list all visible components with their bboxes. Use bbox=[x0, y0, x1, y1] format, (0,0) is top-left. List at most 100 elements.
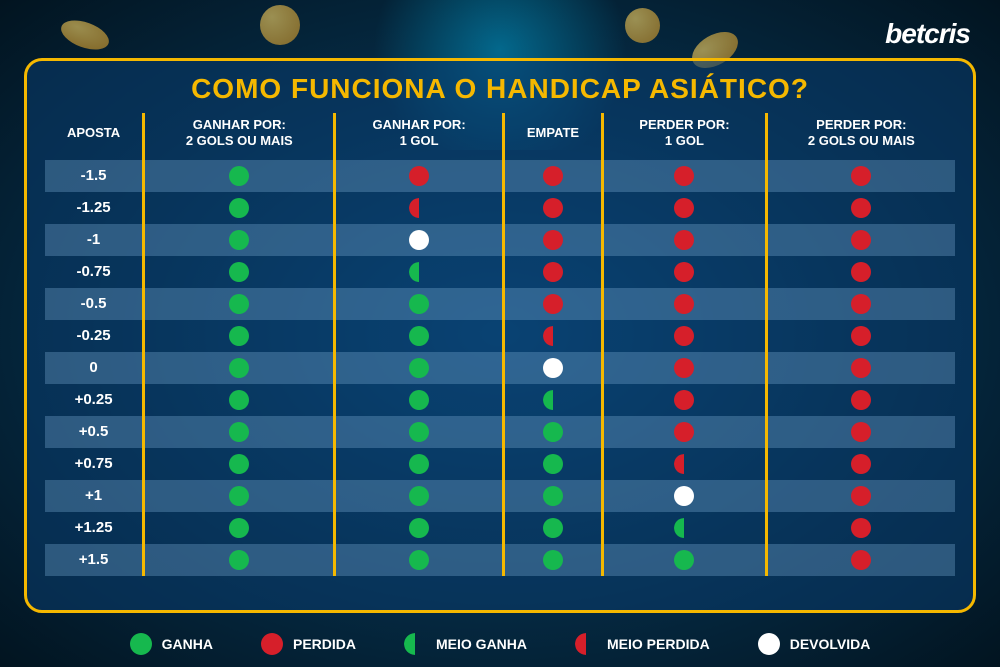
legend-label: MEIO GANHA bbox=[436, 636, 527, 652]
lose-icon bbox=[851, 166, 871, 186]
table-row: -1.5 bbox=[45, 160, 955, 192]
lose-icon bbox=[674, 422, 694, 442]
lose-icon bbox=[851, 198, 871, 218]
outcome-cell bbox=[766, 448, 955, 480]
bet-cell: -1 bbox=[45, 224, 144, 256]
win-icon bbox=[409, 518, 429, 538]
lose-icon bbox=[543, 230, 563, 250]
outcome-cell bbox=[144, 256, 335, 288]
lose-icon bbox=[674, 358, 694, 378]
outcome-cell bbox=[603, 416, 766, 448]
push-icon bbox=[543, 358, 563, 378]
lose-icon bbox=[851, 294, 871, 314]
table-row: +0.5 bbox=[45, 416, 955, 448]
outcome-cell bbox=[335, 448, 503, 480]
table-row: +0.75 bbox=[45, 448, 955, 480]
legend-item: PERDIDA bbox=[261, 633, 356, 655]
outcome-cell bbox=[335, 416, 503, 448]
win-icon bbox=[229, 326, 249, 346]
lose-icon bbox=[543, 262, 563, 282]
coin-decor bbox=[57, 15, 113, 56]
outcome-cell bbox=[766, 416, 955, 448]
lose-icon bbox=[674, 166, 694, 186]
outcome-cell bbox=[335, 512, 503, 544]
win-icon bbox=[130, 633, 152, 655]
outcome-cell bbox=[603, 544, 766, 576]
outcome-cell bbox=[144, 320, 335, 352]
win-icon bbox=[543, 518, 563, 538]
outcome-cell bbox=[766, 352, 955, 384]
win-icon bbox=[409, 422, 429, 442]
table-row: -0.5 bbox=[45, 288, 955, 320]
outcome-cell bbox=[766, 160, 955, 192]
outcome-cell bbox=[766, 320, 955, 352]
outcome-cell bbox=[335, 288, 503, 320]
table-row: -0.25 bbox=[45, 320, 955, 352]
halflose-icon bbox=[674, 454, 694, 474]
outcome-cell bbox=[335, 320, 503, 352]
win-icon bbox=[543, 422, 563, 442]
lose-icon bbox=[851, 326, 871, 346]
outcome-cell bbox=[144, 544, 335, 576]
outcome-cell bbox=[603, 320, 766, 352]
lose-icon bbox=[851, 486, 871, 506]
outcome-cell bbox=[335, 480, 503, 512]
outcome-cell bbox=[503, 512, 603, 544]
outcome-cell bbox=[335, 192, 503, 224]
lose-icon bbox=[851, 422, 871, 442]
halflose-icon bbox=[543, 326, 563, 346]
outcome-cell bbox=[503, 480, 603, 512]
win-icon bbox=[229, 486, 249, 506]
outcome-cell bbox=[766, 256, 955, 288]
outcome-cell bbox=[335, 544, 503, 576]
table-row: -0.75 bbox=[45, 256, 955, 288]
outcome-cell bbox=[603, 288, 766, 320]
outcome-cell bbox=[603, 224, 766, 256]
bet-cell: -0.25 bbox=[45, 320, 144, 352]
outcome-cell bbox=[144, 480, 335, 512]
col-win-1: GANHAR POR:1 GOL bbox=[335, 113, 503, 160]
legend-item: MEIO PERDIDA bbox=[575, 633, 710, 655]
lose-icon bbox=[674, 326, 694, 346]
win-icon bbox=[229, 166, 249, 186]
win-icon bbox=[409, 486, 429, 506]
lose-icon bbox=[674, 230, 694, 250]
halflose-icon bbox=[575, 633, 597, 655]
outcome-cell bbox=[503, 224, 603, 256]
bet-cell: +1.25 bbox=[45, 512, 144, 544]
table-row: +1 bbox=[45, 480, 955, 512]
win-icon bbox=[229, 262, 249, 282]
bet-cell: -1.25 bbox=[45, 192, 144, 224]
win-icon bbox=[543, 486, 563, 506]
win-icon bbox=[409, 326, 429, 346]
outcome-cell bbox=[503, 416, 603, 448]
col-draw: EMPATE bbox=[503, 113, 603, 160]
win-icon bbox=[543, 454, 563, 474]
lose-icon bbox=[261, 633, 283, 655]
outcome-cell bbox=[144, 416, 335, 448]
panel-title: COMO FUNCIONA O HANDICAP ASIÁTICO? bbox=[45, 73, 955, 105]
outcome-cell bbox=[335, 160, 503, 192]
lose-icon bbox=[851, 358, 871, 378]
lose-icon bbox=[674, 390, 694, 410]
bet-cell: -0.75 bbox=[45, 256, 144, 288]
win-icon bbox=[409, 454, 429, 474]
handicap-panel: COMO FUNCIONA O HANDICAP ASIÁTICO? APOST… bbox=[24, 58, 976, 613]
lose-icon bbox=[674, 294, 694, 314]
legend-label: GANHA bbox=[162, 636, 213, 652]
legend-label: DEVOLVIDA bbox=[790, 636, 871, 652]
win-icon bbox=[409, 294, 429, 314]
bet-cell: +0.25 bbox=[45, 384, 144, 416]
win-icon bbox=[229, 230, 249, 250]
outcome-cell bbox=[144, 288, 335, 320]
bet-cell: +1.5 bbox=[45, 544, 144, 576]
legend-item: MEIO GANHA bbox=[404, 633, 527, 655]
bet-cell: -1.5 bbox=[45, 160, 144, 192]
outcome-cell bbox=[603, 384, 766, 416]
outcome-cell bbox=[603, 352, 766, 384]
lose-icon bbox=[851, 230, 871, 250]
win-icon bbox=[229, 422, 249, 442]
win-icon bbox=[229, 454, 249, 474]
outcome-cell bbox=[144, 224, 335, 256]
win-icon bbox=[229, 390, 249, 410]
